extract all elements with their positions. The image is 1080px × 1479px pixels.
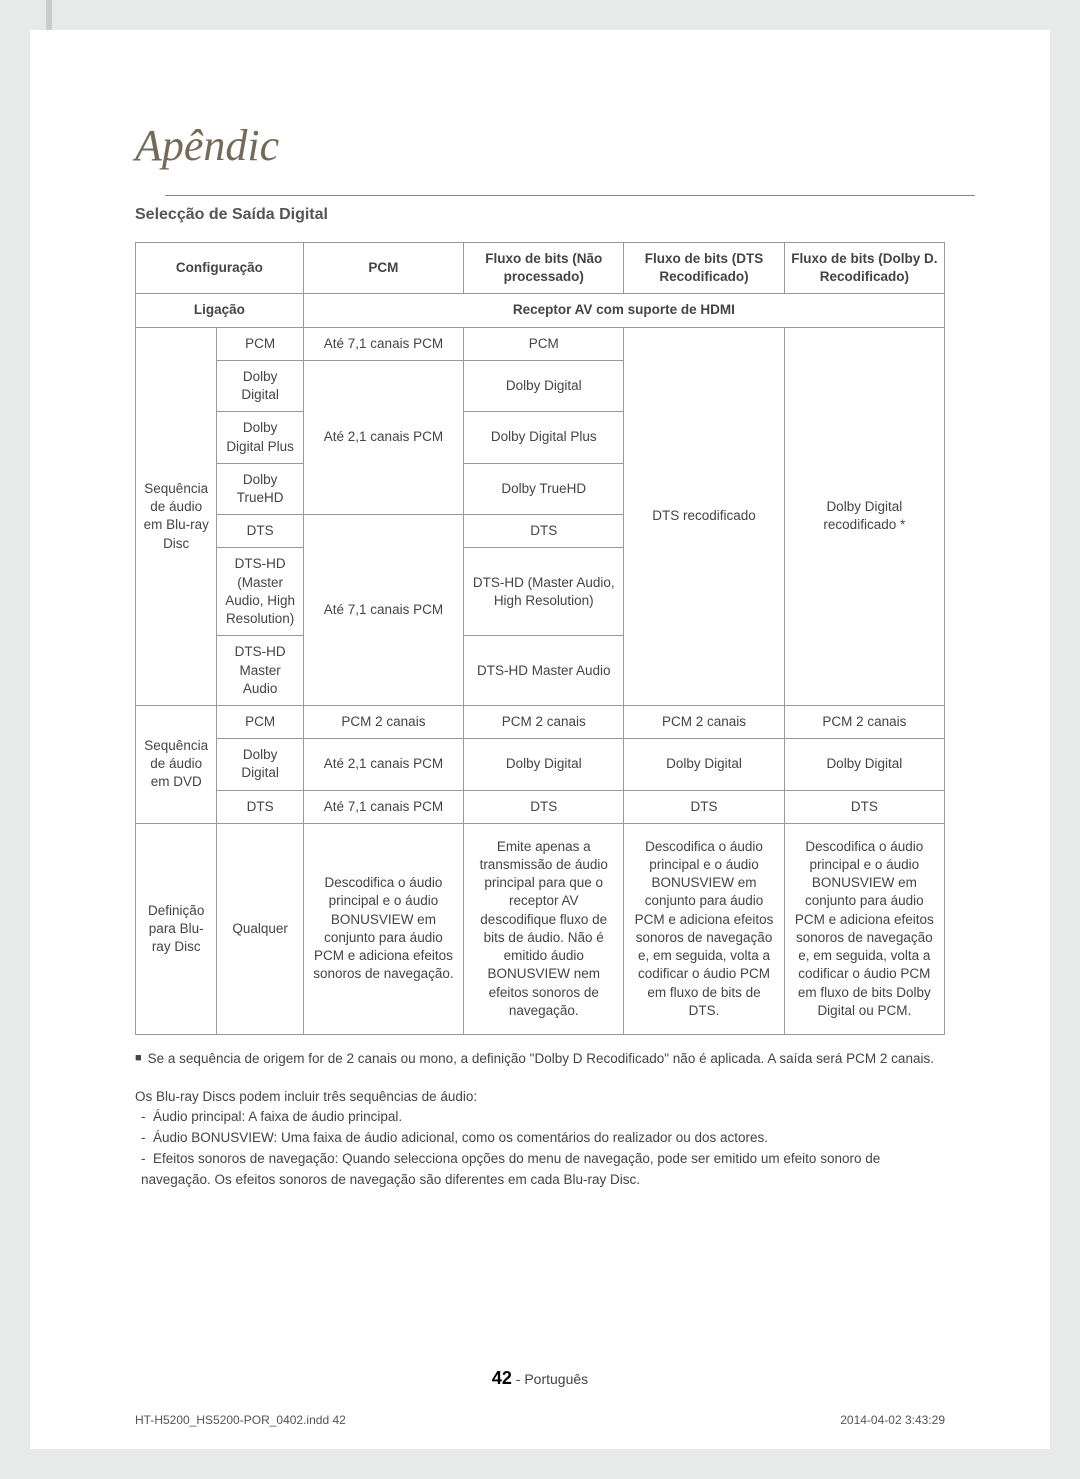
cell-unproc: DTS: [464, 515, 624, 548]
document-page: Apêndic Selecção de Saída Digital Config…: [30, 30, 1050, 1449]
audio-item-1: Áudio BONUSVIEW: Uma faixa de áudio adic…: [153, 1130, 768, 1145]
audio-intro-block: Os Blu-ray Discs podem incluir três sequ…: [135, 1087, 945, 1192]
footer-date: 2014-04-02 3:43:29: [840, 1413, 945, 1427]
cell-format: DTS-HD Master Audio: [217, 636, 303, 706]
cell-pcm: Até 2,1 canais PCM: [303, 360, 463, 514]
cell-unproc: PCM 2 canais: [464, 705, 624, 738]
cell-pcm: PCM 2 canais: [303, 705, 463, 738]
cell-dts-recod: DTS recodificado: [624, 327, 784, 705]
th-connection: Ligação: [136, 294, 304, 327]
page-number: 42 - Português: [30, 1368, 1050, 1389]
group-dvd: Sequência de áudio em DVD: [136, 705, 217, 823]
cell-unproc: Dolby TrueHD: [464, 463, 624, 514]
cell-pcm: Até 7,1 canais PCM: [303, 327, 463, 360]
cell-dts: Dolby Digital: [624, 739, 784, 790]
cell-pcm: Até 2,1 canais PCM: [303, 739, 463, 790]
cell-unproc: PCM: [464, 327, 624, 360]
cell-unproc: Dolby Digital: [464, 739, 624, 790]
cell-dolby-def: Descodifica o áudio principal e o áudio …: [784, 823, 944, 1034]
th-pcm: PCM: [303, 243, 463, 294]
print-footer: HT-H5200_HS5200-POR_0402.indd 42 2014-04…: [135, 1413, 945, 1427]
th-config: Configuração: [136, 243, 304, 294]
cell-pcm: Até 7,1 canais PCM: [303, 790, 463, 823]
cell-dts-def: Descodifica o áudio principal e o áudio …: [624, 823, 784, 1034]
cell-format: Dolby Digital: [217, 360, 303, 411]
th-bits-dolby: Fluxo de bits (Dolby D. Recodificado): [784, 243, 944, 294]
footnote-text: Se a sequência de origem for de 2 canais…: [148, 1049, 934, 1069]
cell-dolby: PCM 2 canais: [784, 705, 944, 738]
page-num-value: 42: [492, 1368, 512, 1388]
th-receiver: Receptor AV com suporte de HDMI: [303, 294, 944, 327]
subsection-title: Selecção de Saída Digital: [135, 206, 945, 224]
cell-format: Dolby Digital Plus: [217, 412, 303, 463]
page-lang: Português: [524, 1371, 588, 1387]
cell-dts: PCM 2 canais: [624, 705, 784, 738]
cell-unproc: Dolby Digital Plus: [464, 412, 624, 463]
cell-format: Qualquer: [217, 823, 303, 1034]
cell-pcm: Até 7,1 canais PCM: [303, 515, 463, 706]
cell-dts: DTS: [624, 790, 784, 823]
cell-format: Dolby TrueHD: [217, 463, 303, 514]
group-bluray: Sequência de áudio em Blu-ray Disc: [136, 327, 217, 705]
cell-format: DTS-HD (Master Audio, High Resolution): [217, 548, 303, 636]
cell-format: PCM: [217, 705, 303, 738]
cell-dolby: Dolby Digital: [784, 739, 944, 790]
bullet-icon: ■: [135, 1051, 142, 1069]
audio-intro-text: Os Blu-ray Discs podem incluir três sequ…: [135, 1087, 945, 1108]
list-item: - Áudio principal: A faixa de áudio prin…: [135, 1107, 945, 1128]
cell-pcm-def: Descodifica o áudio principal e o áudio …: [303, 823, 463, 1034]
th-bits-unproc: Fluxo de bits (Não processado): [464, 243, 624, 294]
output-table: Configuração PCM Fluxo de bits (Não proc…: [135, 242, 945, 1035]
cell-unproc: DTS: [464, 790, 624, 823]
audio-item-0: Áudio principal: A faixa de áudio princi…: [153, 1109, 402, 1124]
cell-unproc: DTS-HD (Master Audio, High Resolution): [464, 548, 624, 636]
title-underline: [165, 195, 975, 196]
group-definition: Definição para Blu-ray Disc: [136, 823, 217, 1034]
cell-format: PCM: [217, 327, 303, 360]
cell-format: DTS: [217, 515, 303, 548]
cell-dolby: DTS: [784, 790, 944, 823]
section-title: Apêndic: [135, 120, 945, 171]
th-bits-dts: Fluxo de bits (DTS Recodificado): [624, 243, 784, 294]
list-item: - Áudio BONUSVIEW: Uma faixa de áudio ad…: [135, 1128, 945, 1149]
list-item: - Efeitos sonoros de navegação: Quando s…: [135, 1149, 945, 1191]
footnote-block: ■ Se a sequência de origem for de 2 cana…: [135, 1049, 945, 1069]
audio-item-2: Efeitos sonoros de navegação: Quando sel…: [141, 1151, 880, 1187]
cell-unproc: Dolby Digital: [464, 360, 624, 411]
footer-file: HT-H5200_HS5200-POR_0402.indd 42: [135, 1413, 346, 1427]
cell-format: Dolby Digital: [217, 739, 303, 790]
cell-unproc-def: Emite apenas a transmissão de áudio prin…: [464, 823, 624, 1034]
cell-format: DTS: [217, 790, 303, 823]
cell-dolby-recod: Dolby Digital recodificado *: [784, 327, 944, 705]
cell-unproc: DTS-HD Master Audio: [464, 636, 624, 706]
